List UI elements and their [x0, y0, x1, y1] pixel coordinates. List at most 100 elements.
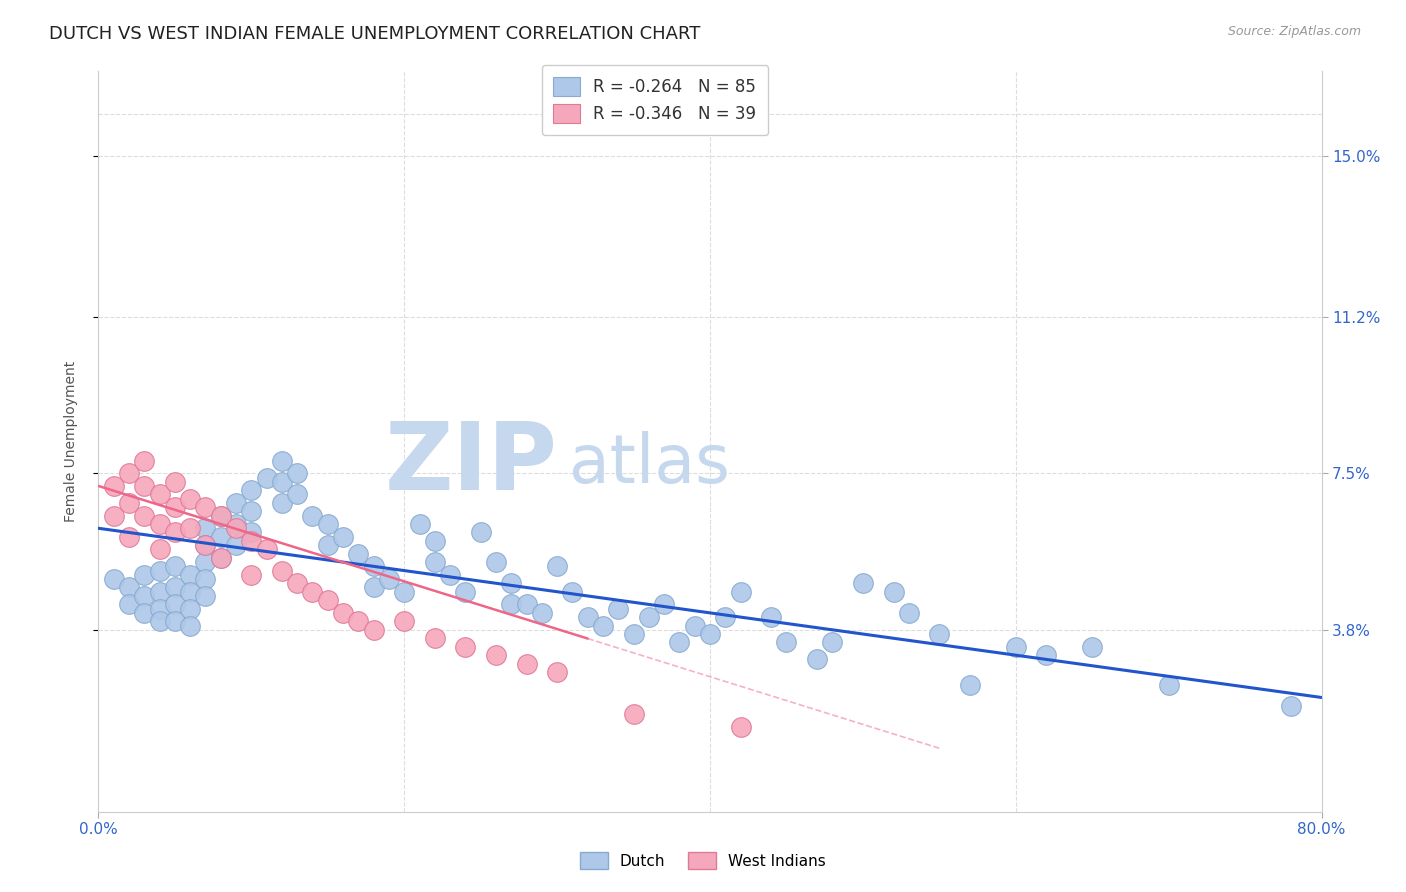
- Point: [285, 467, 308, 481]
- Point: [179, 567, 201, 582]
- Point: [714, 610, 737, 624]
- Point: [118, 467, 141, 481]
- Point: [149, 487, 172, 501]
- Point: [149, 564, 172, 578]
- Point: [225, 538, 247, 552]
- Point: [163, 525, 186, 540]
- Point: [423, 533, 446, 548]
- Point: [623, 707, 645, 722]
- Point: [209, 550, 232, 565]
- Point: [652, 598, 675, 612]
- Point: [118, 581, 141, 595]
- Text: atlas: atlas: [569, 431, 730, 497]
- Point: [347, 547, 370, 561]
- Point: [363, 559, 385, 574]
- Point: [363, 581, 385, 595]
- Point: [592, 618, 614, 632]
- Point: [163, 500, 186, 515]
- Point: [194, 538, 217, 552]
- Legend: Dutch, West Indians: Dutch, West Indians: [574, 846, 832, 875]
- Point: [454, 584, 477, 599]
- Point: [623, 627, 645, 641]
- Point: [270, 475, 292, 489]
- Point: [730, 584, 752, 599]
- Point: [821, 635, 844, 649]
- Point: [316, 538, 339, 552]
- Point: [179, 491, 201, 506]
- Point: [225, 496, 247, 510]
- Point: [149, 584, 172, 599]
- Point: [240, 504, 263, 518]
- Point: [501, 576, 523, 591]
- Point: [561, 584, 583, 599]
- Point: [285, 576, 308, 591]
- Text: Source: ZipAtlas.com: Source: ZipAtlas.com: [1227, 25, 1361, 38]
- Point: [392, 584, 416, 599]
- Point: [699, 627, 721, 641]
- Point: [256, 542, 278, 557]
- Point: [194, 500, 217, 515]
- Point: [149, 542, 172, 557]
- Point: [530, 606, 553, 620]
- Point: [378, 572, 401, 586]
- Point: [1035, 648, 1057, 663]
- Point: [134, 589, 156, 603]
- Point: [179, 521, 201, 535]
- Point: [118, 530, 141, 544]
- Point: [423, 632, 446, 646]
- Point: [546, 559, 568, 574]
- Point: [775, 635, 797, 649]
- Point: [576, 610, 599, 624]
- Point: [240, 483, 263, 498]
- Point: [959, 678, 981, 692]
- Point: [363, 623, 385, 637]
- Point: [179, 584, 201, 599]
- Point: [485, 555, 508, 569]
- Point: [730, 720, 752, 734]
- Point: [194, 521, 217, 535]
- Point: [408, 516, 430, 531]
- Point: [759, 610, 782, 624]
- Point: [470, 525, 492, 540]
- Point: [316, 516, 339, 531]
- Point: [118, 598, 141, 612]
- Point: [1157, 678, 1180, 692]
- Point: [1279, 698, 1302, 713]
- Point: [240, 567, 263, 582]
- Point: [194, 538, 217, 552]
- Point: [454, 640, 477, 654]
- Point: [163, 559, 186, 574]
- Point: [883, 584, 905, 599]
- Point: [163, 615, 186, 629]
- Point: [516, 657, 538, 671]
- Point: [546, 665, 568, 679]
- Point: [134, 567, 156, 582]
- Point: [209, 508, 232, 523]
- Point: [347, 615, 370, 629]
- Point: [149, 516, 172, 531]
- Point: [270, 453, 292, 467]
- Point: [194, 555, 217, 569]
- Point: [103, 572, 125, 586]
- Point: [852, 576, 875, 591]
- Point: [683, 618, 706, 632]
- Legend: R = -0.264   N = 85, R = -0.346   N = 39: R = -0.264 N = 85, R = -0.346 N = 39: [541, 65, 768, 135]
- Point: [637, 610, 661, 624]
- Point: [209, 508, 232, 523]
- Point: [179, 618, 201, 632]
- Point: [485, 648, 508, 663]
- Point: [149, 601, 172, 615]
- Point: [270, 564, 292, 578]
- Text: DUTCH VS WEST INDIAN FEMALE UNEMPLOYMENT CORRELATION CHART: DUTCH VS WEST INDIAN FEMALE UNEMPLOYMENT…: [49, 25, 700, 43]
- Point: [134, 453, 156, 467]
- Point: [516, 598, 538, 612]
- Point: [439, 567, 461, 582]
- Point: [332, 530, 354, 544]
- Point: [1004, 640, 1026, 654]
- Point: [225, 516, 247, 531]
- Point: [668, 635, 690, 649]
- Point: [928, 627, 950, 641]
- Point: [285, 487, 308, 501]
- Point: [103, 479, 125, 493]
- Point: [163, 475, 186, 489]
